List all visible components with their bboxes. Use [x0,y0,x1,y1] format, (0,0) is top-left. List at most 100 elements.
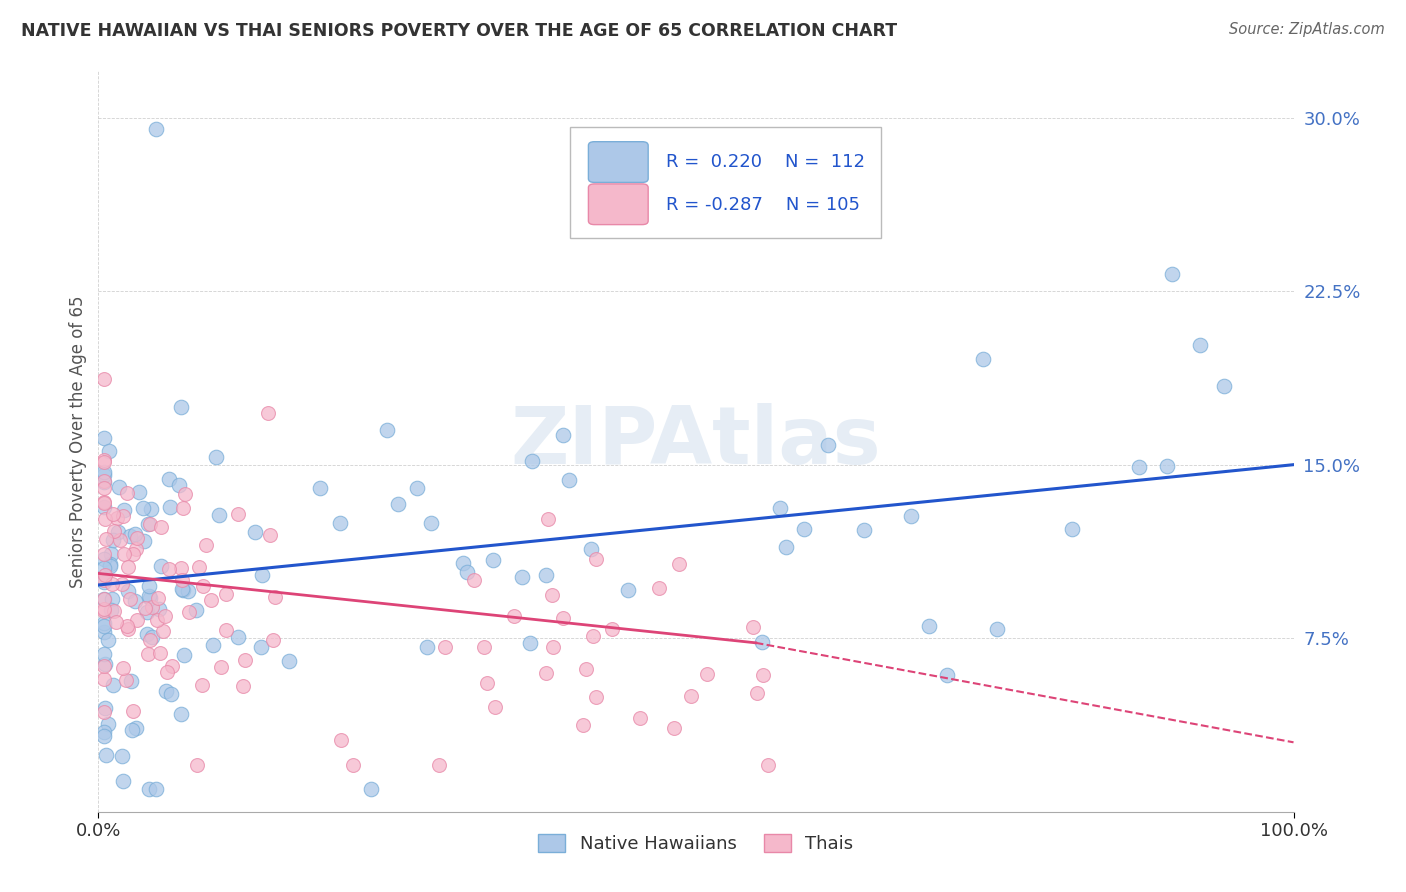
Point [170,706,193,721]
Point [769,501,792,516]
Point [308,481,330,495]
Point [118,529,141,543]
Point [250,567,273,582]
Point [752,667,775,681]
Point [519,635,541,649]
Point [191,678,214,692]
Point [751,635,773,649]
Point [194,538,217,552]
Point [93,482,115,496]
Point [481,553,503,567]
Point [125,541,148,556]
Point [93,615,115,630]
Point [135,627,157,641]
Point [1156,459,1178,474]
Point [93,601,115,615]
Point [146,613,169,627]
Point [134,601,156,615]
Point [537,512,560,526]
Point [124,594,146,608]
Point [100,547,122,561]
Point [94,512,117,526]
Point [149,519,172,533]
Point [200,593,222,607]
Point [520,454,543,468]
Point [249,640,271,655]
Point [375,423,398,437]
Point [434,640,457,654]
Point [159,687,181,701]
FancyBboxPatch shape [571,127,882,238]
Point [419,516,441,530]
Point [852,523,875,537]
Point [107,524,129,539]
Point [503,609,526,624]
Point [935,668,957,682]
Point [93,605,115,619]
Point [456,565,478,579]
Point [100,603,122,617]
Point [93,625,115,640]
Point [510,570,533,584]
Point [202,638,225,652]
Point [1189,338,1212,352]
Point [148,601,170,615]
Point [93,500,115,514]
Point [600,622,623,636]
Point [696,666,718,681]
Point [94,748,117,763]
Point [160,658,183,673]
Point [575,662,598,676]
Point [215,587,238,601]
Point [793,522,815,536]
Point [97,633,120,648]
Point [172,582,194,597]
Point [205,450,228,465]
Point [551,428,574,442]
Point [186,758,208,772]
Point [617,583,640,598]
Point [101,507,124,521]
Point [97,716,120,731]
Point [115,618,138,632]
Point [125,721,148,735]
Point [664,721,686,735]
Point [138,579,160,593]
Point [93,455,115,469]
Point [484,700,506,714]
Point [93,474,115,488]
Point [681,689,703,703]
Y-axis label: Seniors Poverty Over the Age of 65: Seniors Poverty Over the Age of 65 [69,295,87,588]
Point [582,629,605,643]
Point [110,533,132,548]
Point [93,495,115,509]
Point [94,701,117,715]
Point [918,619,941,633]
Point [257,406,280,420]
Point [157,472,180,486]
Point [155,609,177,624]
Point [93,372,115,386]
Point [342,758,364,772]
Point [741,619,763,633]
Point [115,486,138,500]
Point [103,678,125,692]
Point [111,748,134,763]
Point [136,516,159,531]
Point [1128,459,1150,474]
Point [145,122,167,136]
Point [215,623,238,637]
Point [209,660,232,674]
Point [551,611,574,625]
Point [451,556,474,570]
Point [93,475,115,489]
Point [360,781,382,796]
Point [540,588,562,602]
Point [93,432,115,446]
Point [472,640,495,654]
Point [541,640,564,654]
Point [93,495,115,509]
Point [170,401,193,415]
Point [585,551,607,566]
Point [668,557,690,571]
